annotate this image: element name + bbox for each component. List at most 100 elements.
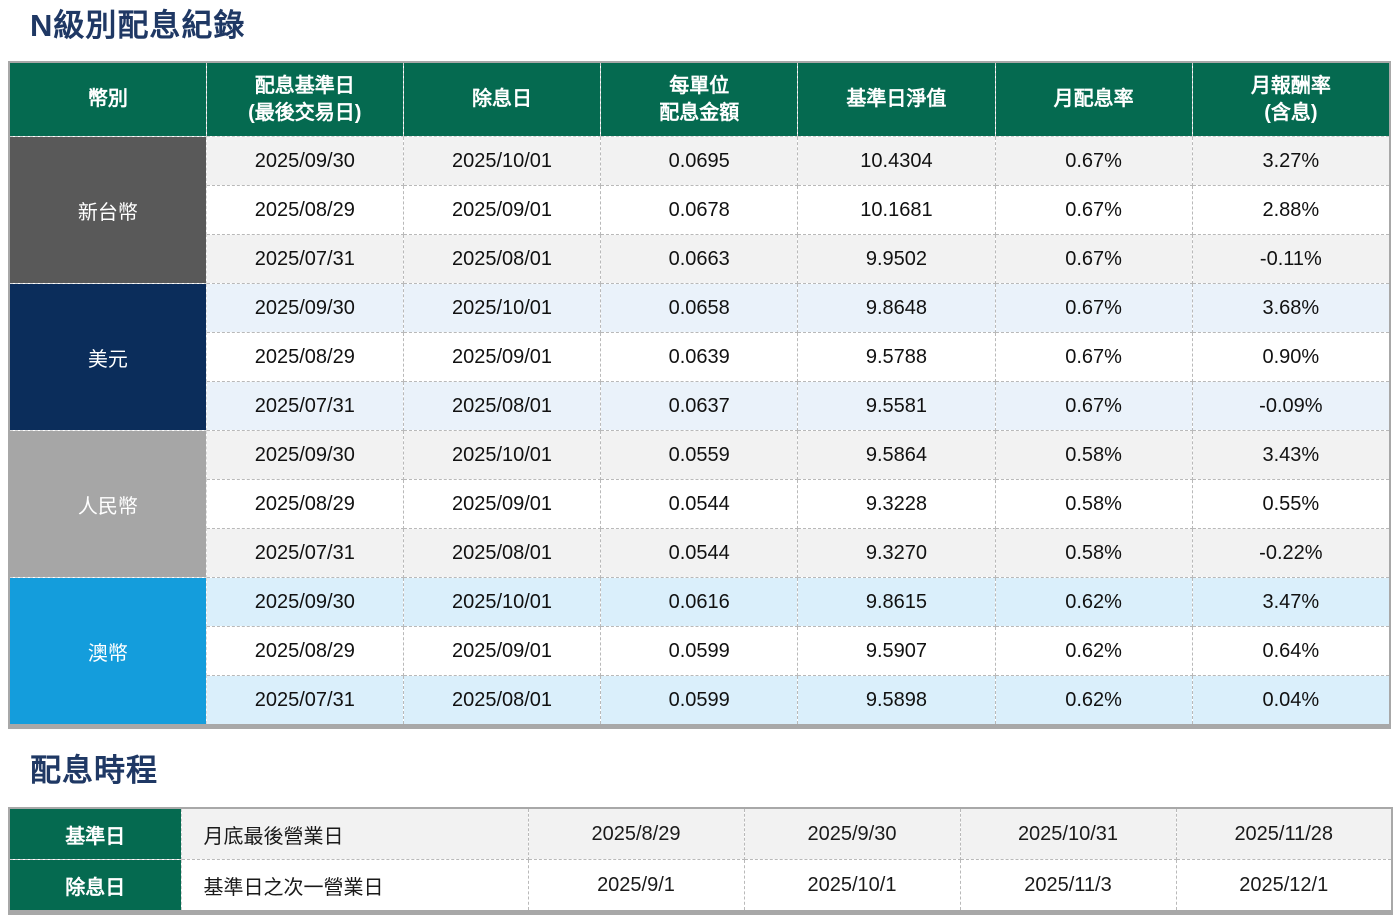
base-date-cell: 2025/07/31: [206, 529, 403, 578]
record-row: 人民幣 2025/09/30 2025/10/01 0.0559 9.5864 …: [9, 431, 1390, 480]
record-row: 2025/08/29 2025/09/01 0.0639 9.5788 0.67…: [9, 333, 1390, 382]
record-row: 2025/07/31 2025/08/01 0.0663 9.9502 0.67…: [9, 235, 1390, 284]
ex-date-cell: 2025/10/01: [403, 284, 600, 333]
record-row: 2025/07/31 2025/08/01 0.0599 9.5898 0.62…: [9, 676, 1390, 727]
header-ex-date: 除息日: [403, 62, 600, 137]
base-date-cell: 2025/08/29: [206, 627, 403, 676]
nav-cell: 9.5788: [798, 333, 995, 382]
schedule-label-cell: 除息日: [9, 860, 181, 913]
currency-cell-rmb: 人民幣: [9, 431, 206, 578]
schedule-section-title: 配息時程: [30, 751, 1399, 791]
nav-cell: 9.5864: [798, 431, 995, 480]
schedule-label-cell: 基準日: [9, 808, 181, 860]
currency-cell-aud: 澳幣: [9, 578, 206, 727]
nav-cell: 9.3270: [798, 529, 995, 578]
schedule-date-cell: 2025/8/29: [528, 808, 744, 860]
amount-cell: 0.0639: [601, 333, 798, 382]
yield-cell: 0.67%: [995, 235, 1192, 284]
amount-cell: 0.0695: [601, 137, 798, 186]
base-date-cell: 2025/08/29: [206, 186, 403, 235]
yield-cell: 0.62%: [995, 627, 1192, 676]
return-cell: 0.04%: [1192, 676, 1390, 727]
base-date-cell: 2025/07/31: [206, 235, 403, 284]
yield-cell: 0.67%: [995, 284, 1192, 333]
yield-cell: 0.67%: [995, 382, 1192, 431]
nav-cell: 9.5581: [798, 382, 995, 431]
header-base-date: 配息基準日 (最後交易日): [206, 62, 403, 137]
schedule-date-cell: 2025/11/3: [960, 860, 1176, 913]
ex-date-cell: 2025/10/01: [403, 137, 600, 186]
schedule-desc-cell: 月底最後營業日: [181, 808, 528, 860]
record-row: 2025/08/29 2025/09/01 0.0599 9.5907 0.62…: [9, 627, 1390, 676]
yield-cell: 0.62%: [995, 578, 1192, 627]
ex-date-cell: 2025/09/01: [403, 480, 600, 529]
base-date-cell: 2025/08/29: [206, 333, 403, 382]
schedule-date-cell: 2025/9/30: [744, 808, 960, 860]
amount-cell: 0.0678: [601, 186, 798, 235]
dividend-record-table: 幣別 配息基準日 (最後交易日) 除息日 每單位 配息金額 基準日淨值 月配息率…: [8, 61, 1391, 729]
base-date-cell: 2025/08/29: [206, 480, 403, 529]
amount-cell: 0.0616: [601, 578, 798, 627]
record-row: 2025/07/31 2025/08/01 0.0637 9.5581 0.67…: [9, 382, 1390, 431]
base-date-cell: 2025/09/30: [206, 578, 403, 627]
yield-cell: 0.67%: [995, 186, 1192, 235]
amount-cell: 0.0663: [601, 235, 798, 284]
schedule-date-cell: 2025/10/31: [960, 808, 1176, 860]
header-amount: 每單位 配息金額: [601, 62, 798, 137]
record-section-title: N級別配息紀錄: [30, 6, 1399, 46]
yield-cell: 0.67%: [995, 137, 1192, 186]
amount-cell: 0.0559: [601, 431, 798, 480]
yield-cell: 0.67%: [995, 333, 1192, 382]
return-cell: 0.64%: [1192, 627, 1390, 676]
base-date-cell: 2025/09/30: [206, 137, 403, 186]
header-return: 月報酬率 (含息): [1192, 62, 1390, 137]
ex-date-cell: 2025/08/01: [403, 676, 600, 727]
schedule-date-cell: 2025/9/1: [528, 860, 744, 913]
record-row: 新台幣 2025/09/30 2025/10/01 0.0695 10.4304…: [9, 137, 1390, 186]
nav-cell: 9.5898: [798, 676, 995, 727]
yield-cell: 0.58%: [995, 431, 1192, 480]
return-cell: 3.43%: [1192, 431, 1390, 480]
record-header-row: 幣別 配息基準日 (最後交易日) 除息日 每單位 配息金額 基準日淨值 月配息率…: [9, 62, 1390, 137]
nav-cell: 9.8648: [798, 284, 995, 333]
schedule-date-cell: 2025/10/1: [744, 860, 960, 913]
base-date-cell: 2025/07/31: [206, 676, 403, 727]
nav-cell: 9.8615: [798, 578, 995, 627]
return-cell: -0.22%: [1192, 529, 1390, 578]
ex-date-cell: 2025/10/01: [403, 578, 600, 627]
record-row: 2025/08/29 2025/09/01 0.0544 9.3228 0.58…: [9, 480, 1390, 529]
amount-cell: 0.0599: [601, 676, 798, 727]
currency-cell-usd: 美元: [9, 284, 206, 431]
return-cell: -0.09%: [1192, 382, 1390, 431]
amount-cell: 0.0544: [601, 529, 798, 578]
yield-cell: 0.58%: [995, 480, 1192, 529]
yield-cell: 0.62%: [995, 676, 1192, 727]
base-date-cell: 2025/09/30: [206, 284, 403, 333]
schedule-row-base-date: 基準日 月底最後營業日 2025/8/29 2025/9/30 2025/10/…: [9, 808, 1392, 860]
yield-cell: 0.58%: [995, 529, 1192, 578]
record-row: 美元 2025/09/30 2025/10/01 0.0658 9.8648 0…: [9, 284, 1390, 333]
nav-cell: 10.1681: [798, 186, 995, 235]
ex-date-cell: 2025/09/01: [403, 627, 600, 676]
return-cell: 0.55%: [1192, 480, 1390, 529]
return-cell: 3.27%: [1192, 137, 1390, 186]
amount-cell: 0.0658: [601, 284, 798, 333]
schedule-table: 基準日 月底最後營業日 2025/8/29 2025/9/30 2025/10/…: [8, 807, 1393, 915]
dividend-record-page: N級別配息紀錄 幣別 配息基準日 (最後交易日) 除息日 每單位 配息金額 基準…: [0, 6, 1399, 895]
base-date-cell: 2025/09/30: [206, 431, 403, 480]
amount-cell: 0.0637: [601, 382, 798, 431]
ex-date-cell: 2025/09/01: [403, 186, 600, 235]
nav-cell: 9.3228: [798, 480, 995, 529]
ex-date-cell: 2025/08/01: [403, 235, 600, 284]
return-cell: 3.47%: [1192, 578, 1390, 627]
record-row: 2025/07/31 2025/08/01 0.0544 9.3270 0.58…: [9, 529, 1390, 578]
nav-cell: 9.5907: [798, 627, 995, 676]
header-yield: 月配息率: [995, 62, 1192, 137]
schedule-row-ex-date: 除息日 基準日之次一營業日 2025/9/1 2025/10/1 2025/11…: [9, 860, 1392, 913]
return-cell: -0.11%: [1192, 235, 1390, 284]
base-date-cell: 2025/07/31: [206, 382, 403, 431]
nav-cell: 10.4304: [798, 137, 995, 186]
nav-cell: 9.9502: [798, 235, 995, 284]
return-cell: 2.88%: [1192, 186, 1390, 235]
ex-date-cell: 2025/10/01: [403, 431, 600, 480]
